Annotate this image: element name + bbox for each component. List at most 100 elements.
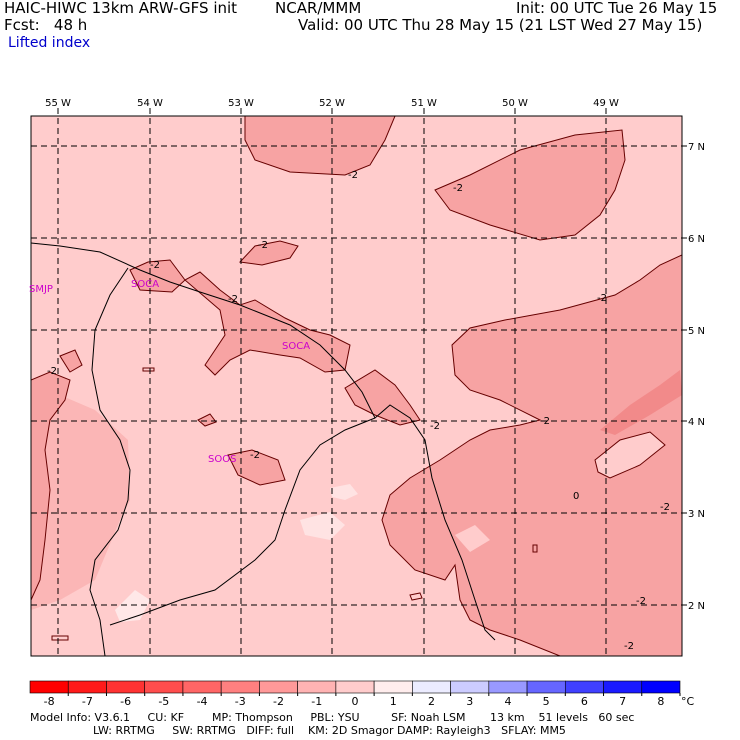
contour-label: -2 <box>660 502 670 513</box>
colorbar-swatch <box>259 680 298 694</box>
contour-north <box>244 116 396 176</box>
colorbar-swatch <box>603 680 643 694</box>
contour-small-3 <box>59 349 83 373</box>
station-label-soos: SOOS <box>208 454 236 465</box>
contour-label: -2 <box>597 293 607 304</box>
colorbar-tick-label: 7 <box>619 695 626 708</box>
model-info-line2: LW: RRTMG SW: RRTMG DIFF: full KM: 2D Sm… <box>30 724 566 737</box>
colorbar-tick-label: 3 <box>466 695 473 708</box>
contour-label: -2 <box>624 641 634 652</box>
region-north <box>245 116 395 175</box>
region-land-west <box>31 395 130 610</box>
lon-label: 55 W <box>45 98 71 109</box>
init-time: Init: 00 UTC Tue 26 May 15 <box>516 0 718 17</box>
region-small-2 <box>198 414 216 426</box>
forecast-hour: Fcst: 48 h <box>4 16 88 34</box>
contour-label: -2 <box>150 260 160 271</box>
region-coast-east <box>345 370 420 425</box>
contour-label: -2 <box>540 416 550 427</box>
contour-small-1 <box>227 449 286 486</box>
valid-time: Valid: 00 UTC Thu 28 May 15 (21 LST Wed … <box>298 16 703 34</box>
colorbar-swatch <box>182 680 222 694</box>
colorbar-tick-label: 5 <box>543 695 550 708</box>
contour-tiny-2 <box>51 635 69 641</box>
lon-label: 50 W <box>502 98 528 109</box>
colorbar-swatch <box>335 680 375 694</box>
colorbar-swatch <box>526 680 566 694</box>
contour-west <box>31 371 71 601</box>
lat-labels: 7 N 6 N 5 N 4 N 3 N 2 N <box>688 142 705 612</box>
colorbar-swatch <box>641 680 681 694</box>
station-label-smjp: SMJP <box>29 284 53 295</box>
contour-label: -2 <box>258 240 268 251</box>
region-light-1 <box>300 512 345 540</box>
contour-label: -2 <box>430 421 440 432</box>
contour-coast <box>129 259 351 376</box>
colorbar-swatch <box>488 680 528 694</box>
lon-labels: 55 W 54 W 53 W 52 W 51 W 50 W 49 W <box>45 98 619 109</box>
contour-small-2 <box>197 413 217 427</box>
contour-label: -2 <box>453 183 463 194</box>
colorbar-tick-label: -2 <box>273 695 284 708</box>
lat-label: 2 N <box>688 601 705 612</box>
lat-label: 3 N <box>688 509 705 520</box>
colorbar-swatch <box>564 680 604 694</box>
field-name: Lifted index <box>8 35 91 51</box>
colorbar-tick-label: -4 <box>197 695 208 708</box>
colorbar-swatch <box>144 680 184 694</box>
lat-label: 7 N <box>688 142 705 153</box>
region-east-inner-dark <box>600 370 682 435</box>
colorbar-swatch <box>412 680 451 694</box>
region-west-edge <box>31 372 70 600</box>
colorbar-tick-label: 1 <box>390 695 397 708</box>
colorbar-tick-label: -8 <box>44 695 55 708</box>
lon-label: 49 W <box>593 98 619 109</box>
contour-label: -2 <box>47 366 57 377</box>
region-northeast <box>435 130 625 240</box>
region-coast-central <box>185 272 350 375</box>
region-small-3 <box>60 350 82 372</box>
colorbar-tick-label: -6 <box>120 695 131 708</box>
contour-label: 0 <box>573 491 579 502</box>
lat-label: 5 N <box>688 326 705 337</box>
lon-label: 54 W <box>137 98 163 109</box>
colorbar-tick-label: -7 <box>82 695 93 708</box>
colorbar-swatch <box>297 680 337 694</box>
contour-label: -2 <box>228 294 238 305</box>
contour-label: -2 <box>348 170 358 181</box>
center-name: NCAR/MMM <box>275 0 362 17</box>
colorbar-tick-label: -5 <box>158 695 169 708</box>
region-small-1 <box>228 450 285 485</box>
colorbar-swatch <box>220 680 260 694</box>
colorbar-swatch <box>450 680 490 694</box>
station-label-soca: SOCA <box>282 341 310 352</box>
model-title: HAIC-HIWC 13km ARW-GFS init <box>4 0 238 17</box>
colorbar-tick-label: 6 <box>581 695 588 708</box>
region-light-2 <box>330 484 358 500</box>
colorbar: -8 -7 -6 -5 -4 -3 -2 -1 0 1 2 3 4 5 6 7 8 °C <box>29 680 695 708</box>
colorbar-tick-label: -3 <box>235 695 246 708</box>
lat-label: 6 N <box>688 234 705 245</box>
shaded-regions <box>31 116 682 656</box>
contour-tiny-3 <box>409 592 423 601</box>
lon-label: 51 W <box>411 98 437 109</box>
contour-east <box>381 254 682 656</box>
contour-lines <box>31 116 682 656</box>
contour-northeast <box>434 129 626 241</box>
region-light-east-2 <box>455 525 490 552</box>
colorbar-tick-label: 2 <box>428 695 435 708</box>
lon-label: 53 W <box>228 98 254 109</box>
colorbar-tick-label: 4 <box>504 695 511 708</box>
station-label-soca-west: SOCA <box>131 279 159 290</box>
colorbar-swatch <box>29 680 69 694</box>
colorbar-swatch <box>106 680 146 694</box>
contour-small-north <box>238 240 299 266</box>
contour-label: -2 <box>636 596 646 607</box>
region-coast-west <box>130 260 185 292</box>
colorbar-swatch <box>373 680 413 694</box>
region-light-east <box>595 432 665 478</box>
graticule <box>31 108 690 656</box>
lat-label: 4 N <box>688 417 705 428</box>
map-frame <box>30 115 683 657</box>
